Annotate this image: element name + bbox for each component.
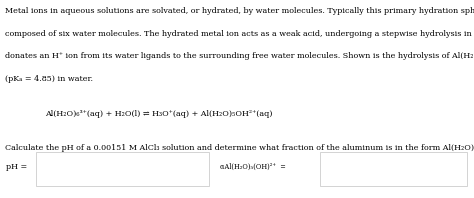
- Text: αAl(H₂O)₅(OH)²⁺  =: αAl(H₂O)₅(OH)²⁺ =: [220, 163, 286, 171]
- FancyBboxPatch shape: [36, 152, 209, 186]
- Text: pH =: pH =: [6, 163, 27, 171]
- Text: Al(H₂O)₆³⁺(aq) + H₂O(l) ⇌ H₃O⁺(aq) + Al(H₂O)₅OH²⁺(aq): Al(H₂O)₆³⁺(aq) + H₂O(l) ⇌ H₃O⁺(aq) + Al(…: [45, 110, 273, 118]
- Text: Calculate the pH of a 0.00151 M AlCl₃ solution and determine what fraction of th: Calculate the pH of a 0.00151 M AlCl₃ so…: [5, 144, 474, 151]
- Text: Metal ions in aqueous solutions are solvated, or hydrated, by water molecules. T: Metal ions in aqueous solutions are solv…: [5, 7, 474, 15]
- FancyBboxPatch shape: [320, 152, 467, 186]
- Text: (pKₐ = 4.85) in water.: (pKₐ = 4.85) in water.: [5, 75, 93, 83]
- Text: donates an H⁺ ion from its water ligands to the surrounding free water molecules: donates an H⁺ ion from its water ligands…: [5, 52, 474, 60]
- Text: composed of six water molecules. The hydrated metal ion acts as a weak acid, und: composed of six water molecules. The hyd…: [5, 30, 474, 38]
